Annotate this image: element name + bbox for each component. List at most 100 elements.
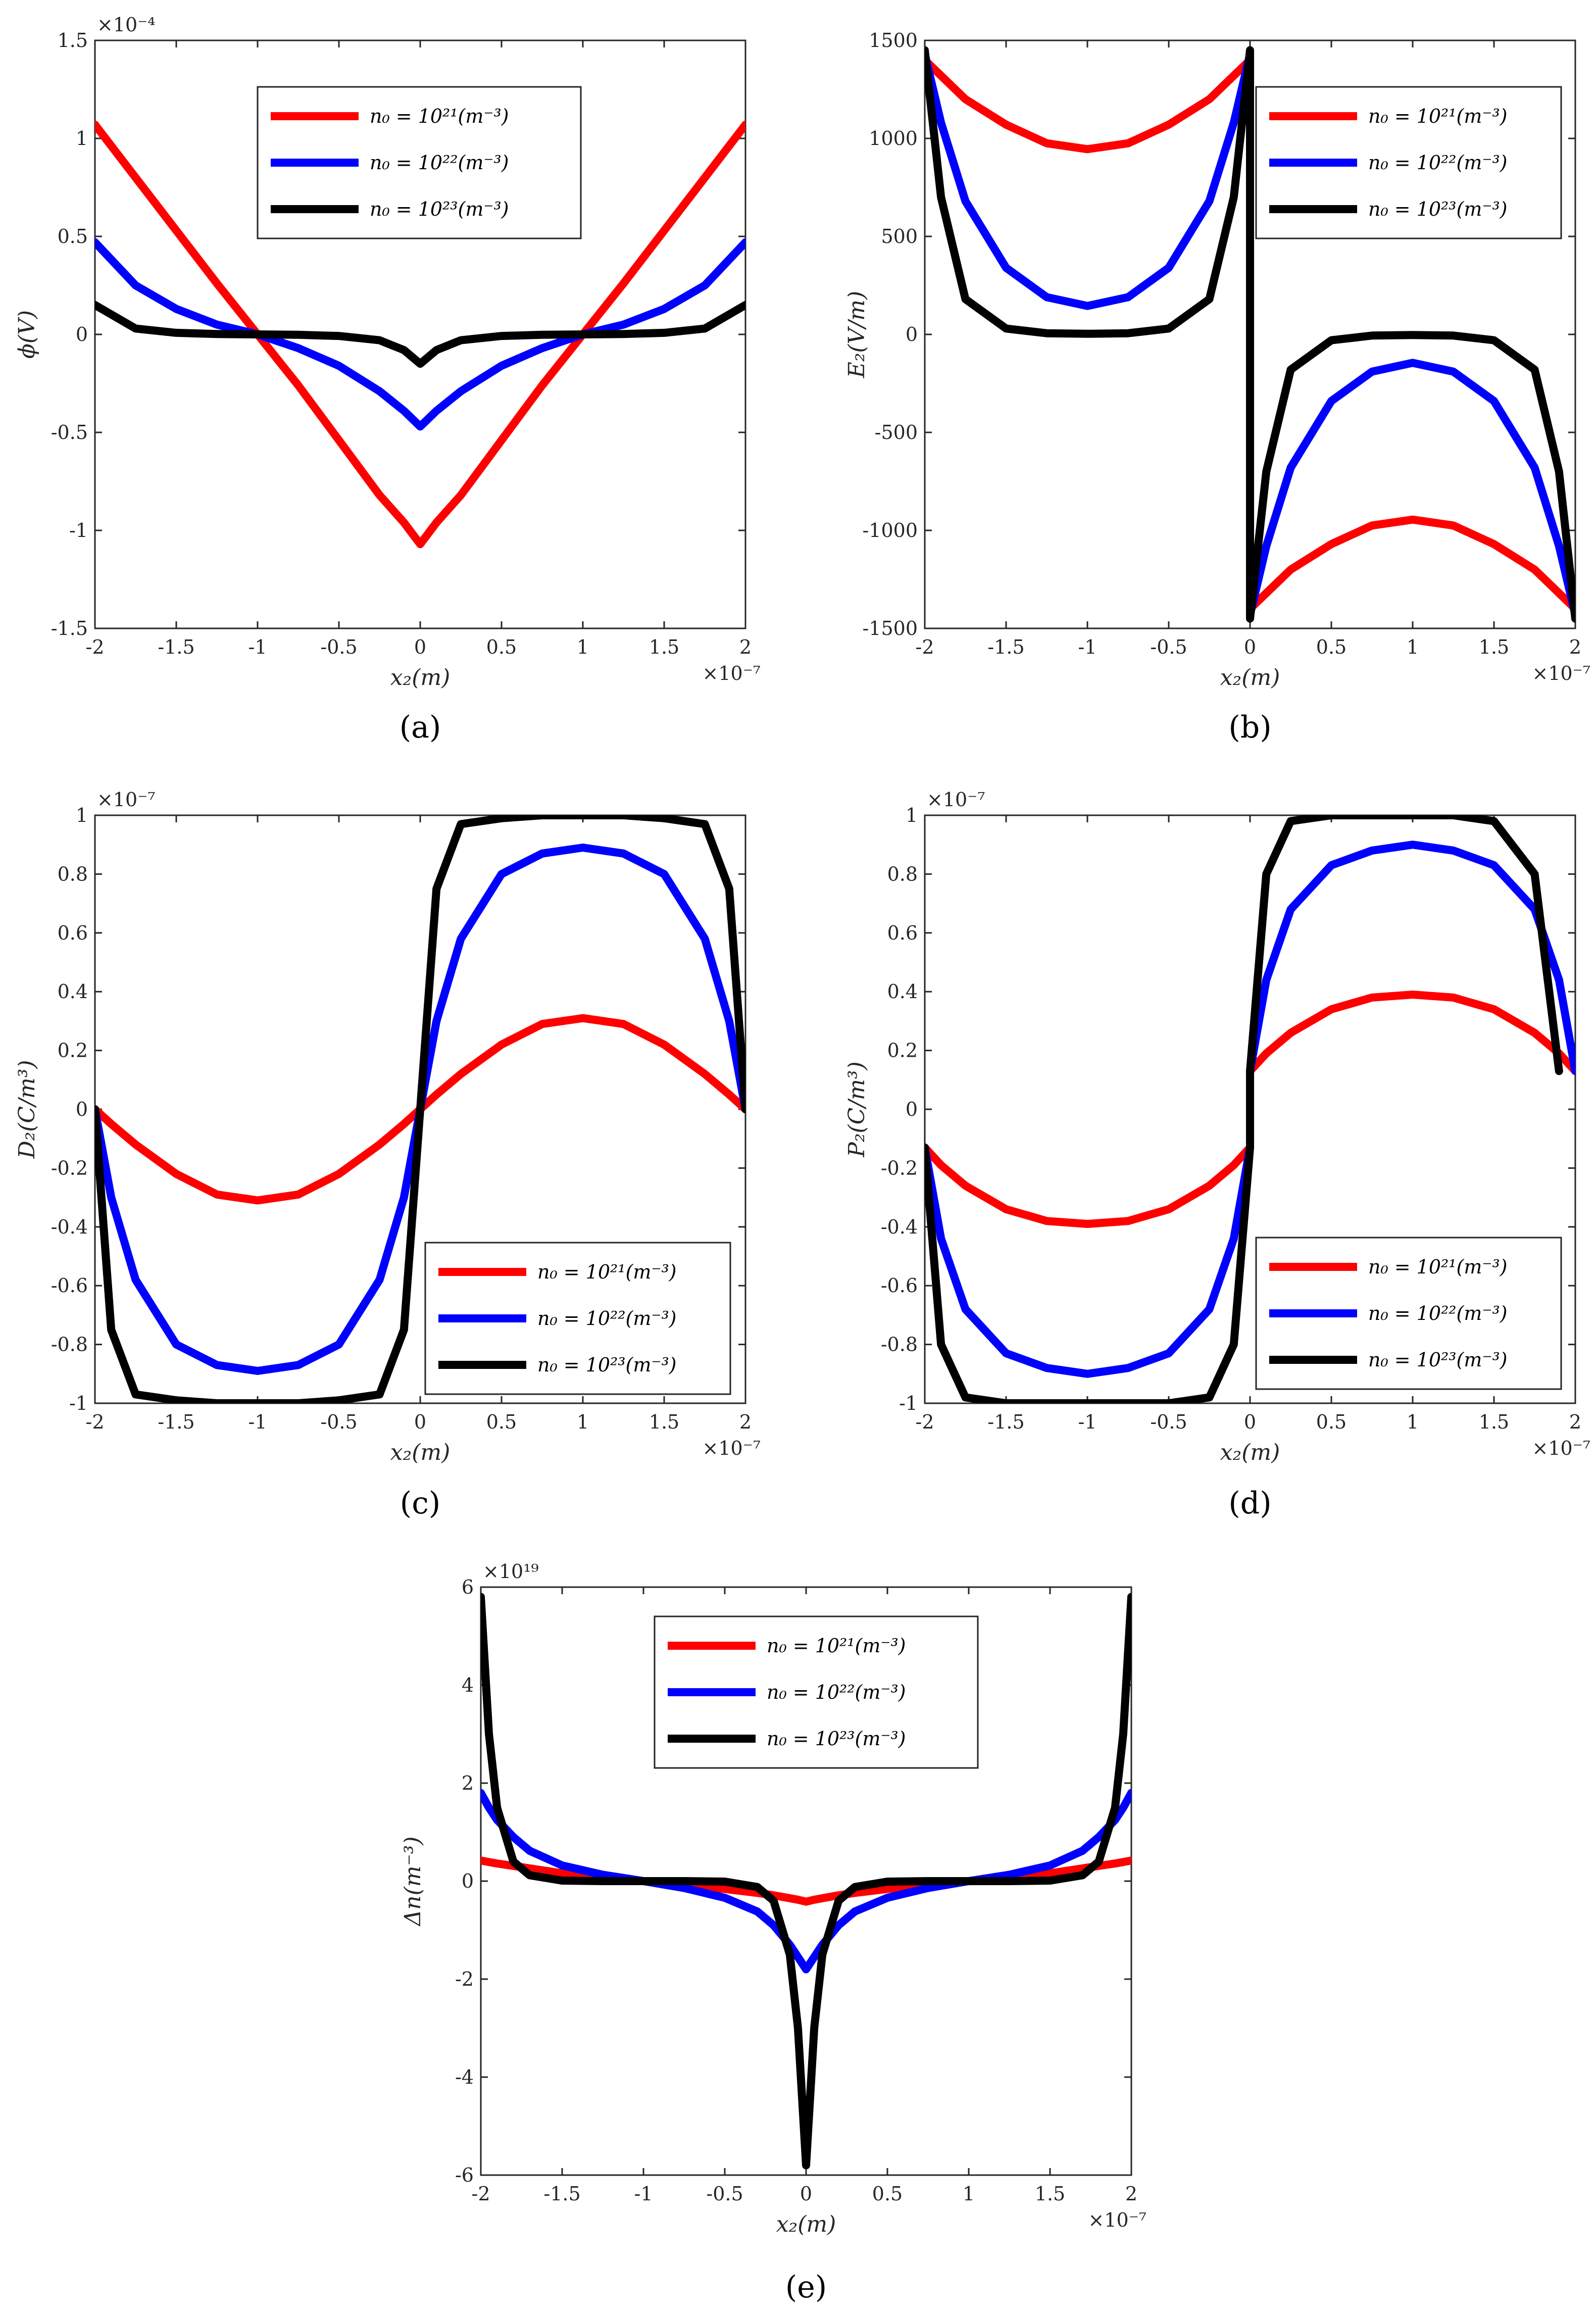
x-tick-label: 1.5 xyxy=(649,636,679,658)
x-tick-label: 1 xyxy=(577,1411,589,1433)
y-tick-label: 0 xyxy=(906,1098,918,1120)
y-tick-label: -1.5 xyxy=(51,617,88,639)
y-tick-label: 0 xyxy=(906,323,918,346)
y-tick-label: -1500 xyxy=(862,617,918,639)
y-tick-label: 1 xyxy=(76,127,88,150)
legend-label-3: n₀ = 10²³(m⁻³) xyxy=(537,1354,677,1376)
x-exponent: ×10⁻⁷ xyxy=(1532,662,1590,684)
x-exponent: ×10⁻⁷ xyxy=(703,662,761,684)
y-axis-label: D₂(C/m³) xyxy=(14,1060,40,1159)
legend: n₀ = 10²¹(m⁻³) n₀ = 10²²(m⁻³) n₀ = 10²³(m⁻… xyxy=(257,86,582,239)
legend-label-2: n₀ = 10²²(m⁻³) xyxy=(370,152,509,174)
legend-label-2: n₀ = 10²²(m⁻³) xyxy=(767,1681,906,1703)
x-tick-label: -1 xyxy=(248,636,267,658)
legend: n₀ = 10²¹(m⁻³) n₀ = 10²²(m⁻³) n₀ = 10²³(m⁻… xyxy=(1255,86,1562,239)
y-tick-label: 0 xyxy=(76,323,88,346)
y-tick-label: 6 xyxy=(462,1576,474,1598)
x-tick-label: 1 xyxy=(1407,1411,1419,1433)
y-tick-label: -1 xyxy=(69,1392,88,1414)
x-tick-label: 0 xyxy=(1244,636,1256,658)
legend-label-3: n₀ = 10²³(m⁻³) xyxy=(1368,198,1508,220)
y-exponent: ×10⁻⁷ xyxy=(927,789,985,811)
series-line-1 xyxy=(481,1856,1131,1906)
y-exponent: ×10¹⁹ xyxy=(483,1560,539,1583)
x-tick-label: 2 xyxy=(1569,636,1581,658)
x-tick-label: -0.5 xyxy=(706,2183,743,2205)
x-tick-label: 1.5 xyxy=(1035,2183,1065,2205)
legend-label-3: n₀ = 10²³(m⁻³) xyxy=(1368,1349,1508,1371)
y-tick-label: 0.2 xyxy=(58,1040,88,1062)
y-tick-label: -1 xyxy=(899,1392,918,1414)
y-axis-label: P₂(C/m³) xyxy=(844,1061,870,1157)
y-tick-label: -6 xyxy=(455,2164,474,2186)
x-tick-label: -0.5 xyxy=(320,1411,357,1433)
y-tick-label: 0.6 xyxy=(58,922,88,944)
series-line-3 xyxy=(481,1593,1131,2170)
chart-a: -2 -1.5 -1 -0.5 0 0.5 1 1.5 2-1.5-1-0.500.511.5×… xyxy=(14,14,761,745)
legend: n₀ = 10²¹(m⁻³) n₀ = 10²²(m⁻³) n₀ = 10²³(m⁻… xyxy=(654,1615,979,1769)
legend-label-2: n₀ = 10²²(m⁻³) xyxy=(1368,152,1508,174)
y-axis-label: ϕ(V) xyxy=(14,310,40,359)
chart-c: -2 -1.5 -1 -0.5 0 0.5 1 1.5 2 -1 -0.8 -0.6 -0.4 -0.2 0… xyxy=(14,789,761,1521)
y-tick-label: -1000 xyxy=(862,519,918,542)
y-tick-label: 0.5 xyxy=(58,225,88,248)
y-tick-label: 1 xyxy=(906,804,918,826)
y-tick-label: -1 xyxy=(69,519,88,542)
x-tick-label: -0.5 xyxy=(1150,1411,1187,1433)
series-line-1 xyxy=(95,120,745,549)
x-tick-label: 0.5 xyxy=(872,2183,903,2205)
x-tick-label: -1.5 xyxy=(987,636,1024,658)
panel-caption: (c) xyxy=(400,1486,440,1521)
panel-caption: (b) xyxy=(1228,710,1271,745)
x-tick-label: -1.5 xyxy=(987,1411,1024,1433)
y-tick-label: -0.4 xyxy=(51,1216,88,1238)
series-line-3 xyxy=(925,46,1575,623)
y-tick-label: -0.6 xyxy=(881,1274,918,1297)
x-tick-label: -1.5 xyxy=(543,2183,580,2205)
legend: n₀ = 10²¹(m⁻³) n₀ = 10²²(m⁻³) n₀ = 10²³(m⁻… xyxy=(424,1242,731,1395)
x-tick-label: 1.5 xyxy=(1479,636,1509,658)
y-tick-label: -500 xyxy=(875,421,918,444)
series-line-3 xyxy=(95,301,745,368)
x-tick-label: 2 xyxy=(739,1411,752,1433)
x-tick-label: -1 xyxy=(634,2183,653,2205)
x-tick-label: 2 xyxy=(739,636,752,658)
x-tick-label: -2 xyxy=(471,2183,490,2205)
x-tick-label: 0 xyxy=(414,636,426,658)
x-tick-label: -0.5 xyxy=(1150,636,1187,658)
panel-caption: (a) xyxy=(400,710,441,745)
y-tick-label: 0 xyxy=(462,1870,474,1892)
y-tick-label: -2 xyxy=(455,1968,474,1990)
x-tick-label: 0.5 xyxy=(1316,1411,1346,1433)
y-tick-label: 500 xyxy=(881,225,918,248)
x-tick-label: -2 xyxy=(85,1411,104,1433)
x-tick-label: 0 xyxy=(800,2183,812,2205)
y-tick-label: 1 xyxy=(76,804,88,826)
x-axis-label: x₂(m) xyxy=(1220,665,1280,691)
x-tick-label: -0.5 xyxy=(320,636,357,658)
y-tick-label: 1500 xyxy=(869,29,918,52)
y-tick-label: -4 xyxy=(455,2066,474,2088)
x-tick-label: 1.5 xyxy=(1479,1411,1509,1433)
x-exponent: ×10⁻⁷ xyxy=(1088,2209,1146,2231)
y-axis-label: Δn(m⁻³) xyxy=(400,1836,426,1927)
y-tick-label: 1000 xyxy=(869,127,918,150)
y-tick-label: 0.8 xyxy=(58,863,88,885)
x-tick-label: 0 xyxy=(1244,1411,1256,1433)
y-tick-label: 4 xyxy=(462,1674,474,1696)
y-tick-label: 2 xyxy=(462,1772,474,1794)
plot-lines xyxy=(95,120,745,549)
legend: n₀ = 10²¹(m⁻³) n₀ = 10²²(m⁻³) n₀ = 10²³(m⁻… xyxy=(1255,1237,1562,1390)
plot-lines xyxy=(95,815,745,1403)
x-tick-label: 0.5 xyxy=(1316,636,1346,658)
legend-label-1: n₀ = 10²¹(m⁻³) xyxy=(1368,105,1508,127)
x-axis-label: x₂(m) xyxy=(390,1440,451,1465)
x-tick-label: -1 xyxy=(248,1411,267,1433)
y-exponent: ×10⁻⁷ xyxy=(97,789,155,811)
plot-lines xyxy=(925,815,1575,1403)
x-axis-label: x₂(m) xyxy=(776,2211,836,2237)
y-tick-label: 0.4 xyxy=(58,980,88,1003)
y-tick-label: 0.8 xyxy=(887,863,918,885)
legend-label-2: n₀ = 10²²(m⁻³) xyxy=(537,1307,677,1330)
